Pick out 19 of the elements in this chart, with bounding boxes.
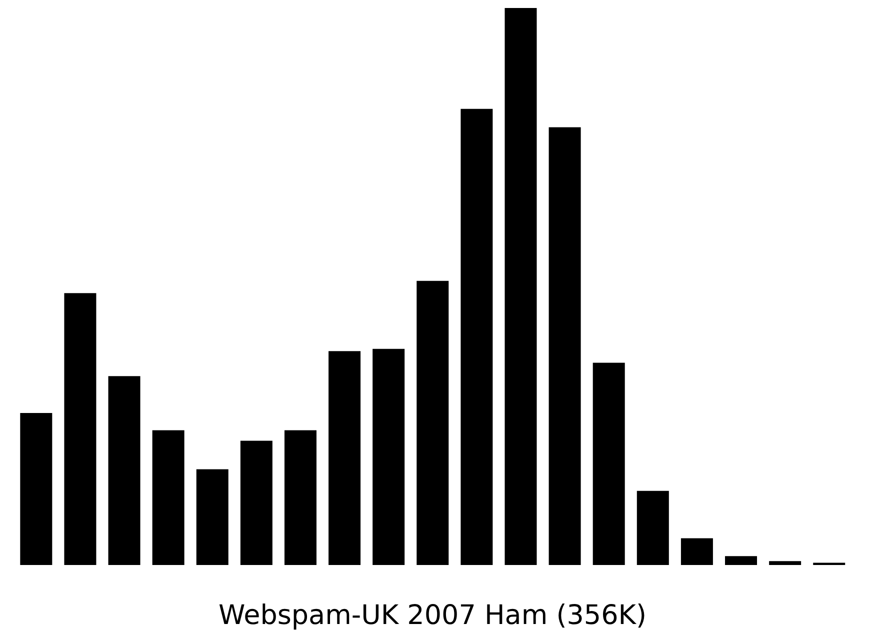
- bar: [64, 293, 96, 565]
- bar: [284, 430, 316, 565]
- bar: [504, 8, 537, 565]
- bar: [108, 376, 140, 565]
- bar: [372, 348, 405, 565]
- bar: [636, 490, 669, 565]
- bar: [152, 430, 184, 565]
- bar: [592, 362, 625, 565]
- bar: [725, 556, 758, 565]
- bar: [240, 440, 272, 565]
- bar: [416, 280, 449, 565]
- bar: [680, 538, 713, 565]
- bar: [769, 561, 802, 565]
- bar: [460, 108, 493, 565]
- bar: [196, 469, 228, 565]
- bar: [20, 412, 52, 565]
- bar: [548, 127, 581, 565]
- x-axis-title: Webspam-UK 2007 Ham (356K): [218, 600, 647, 631]
- bar: [328, 351, 361, 565]
